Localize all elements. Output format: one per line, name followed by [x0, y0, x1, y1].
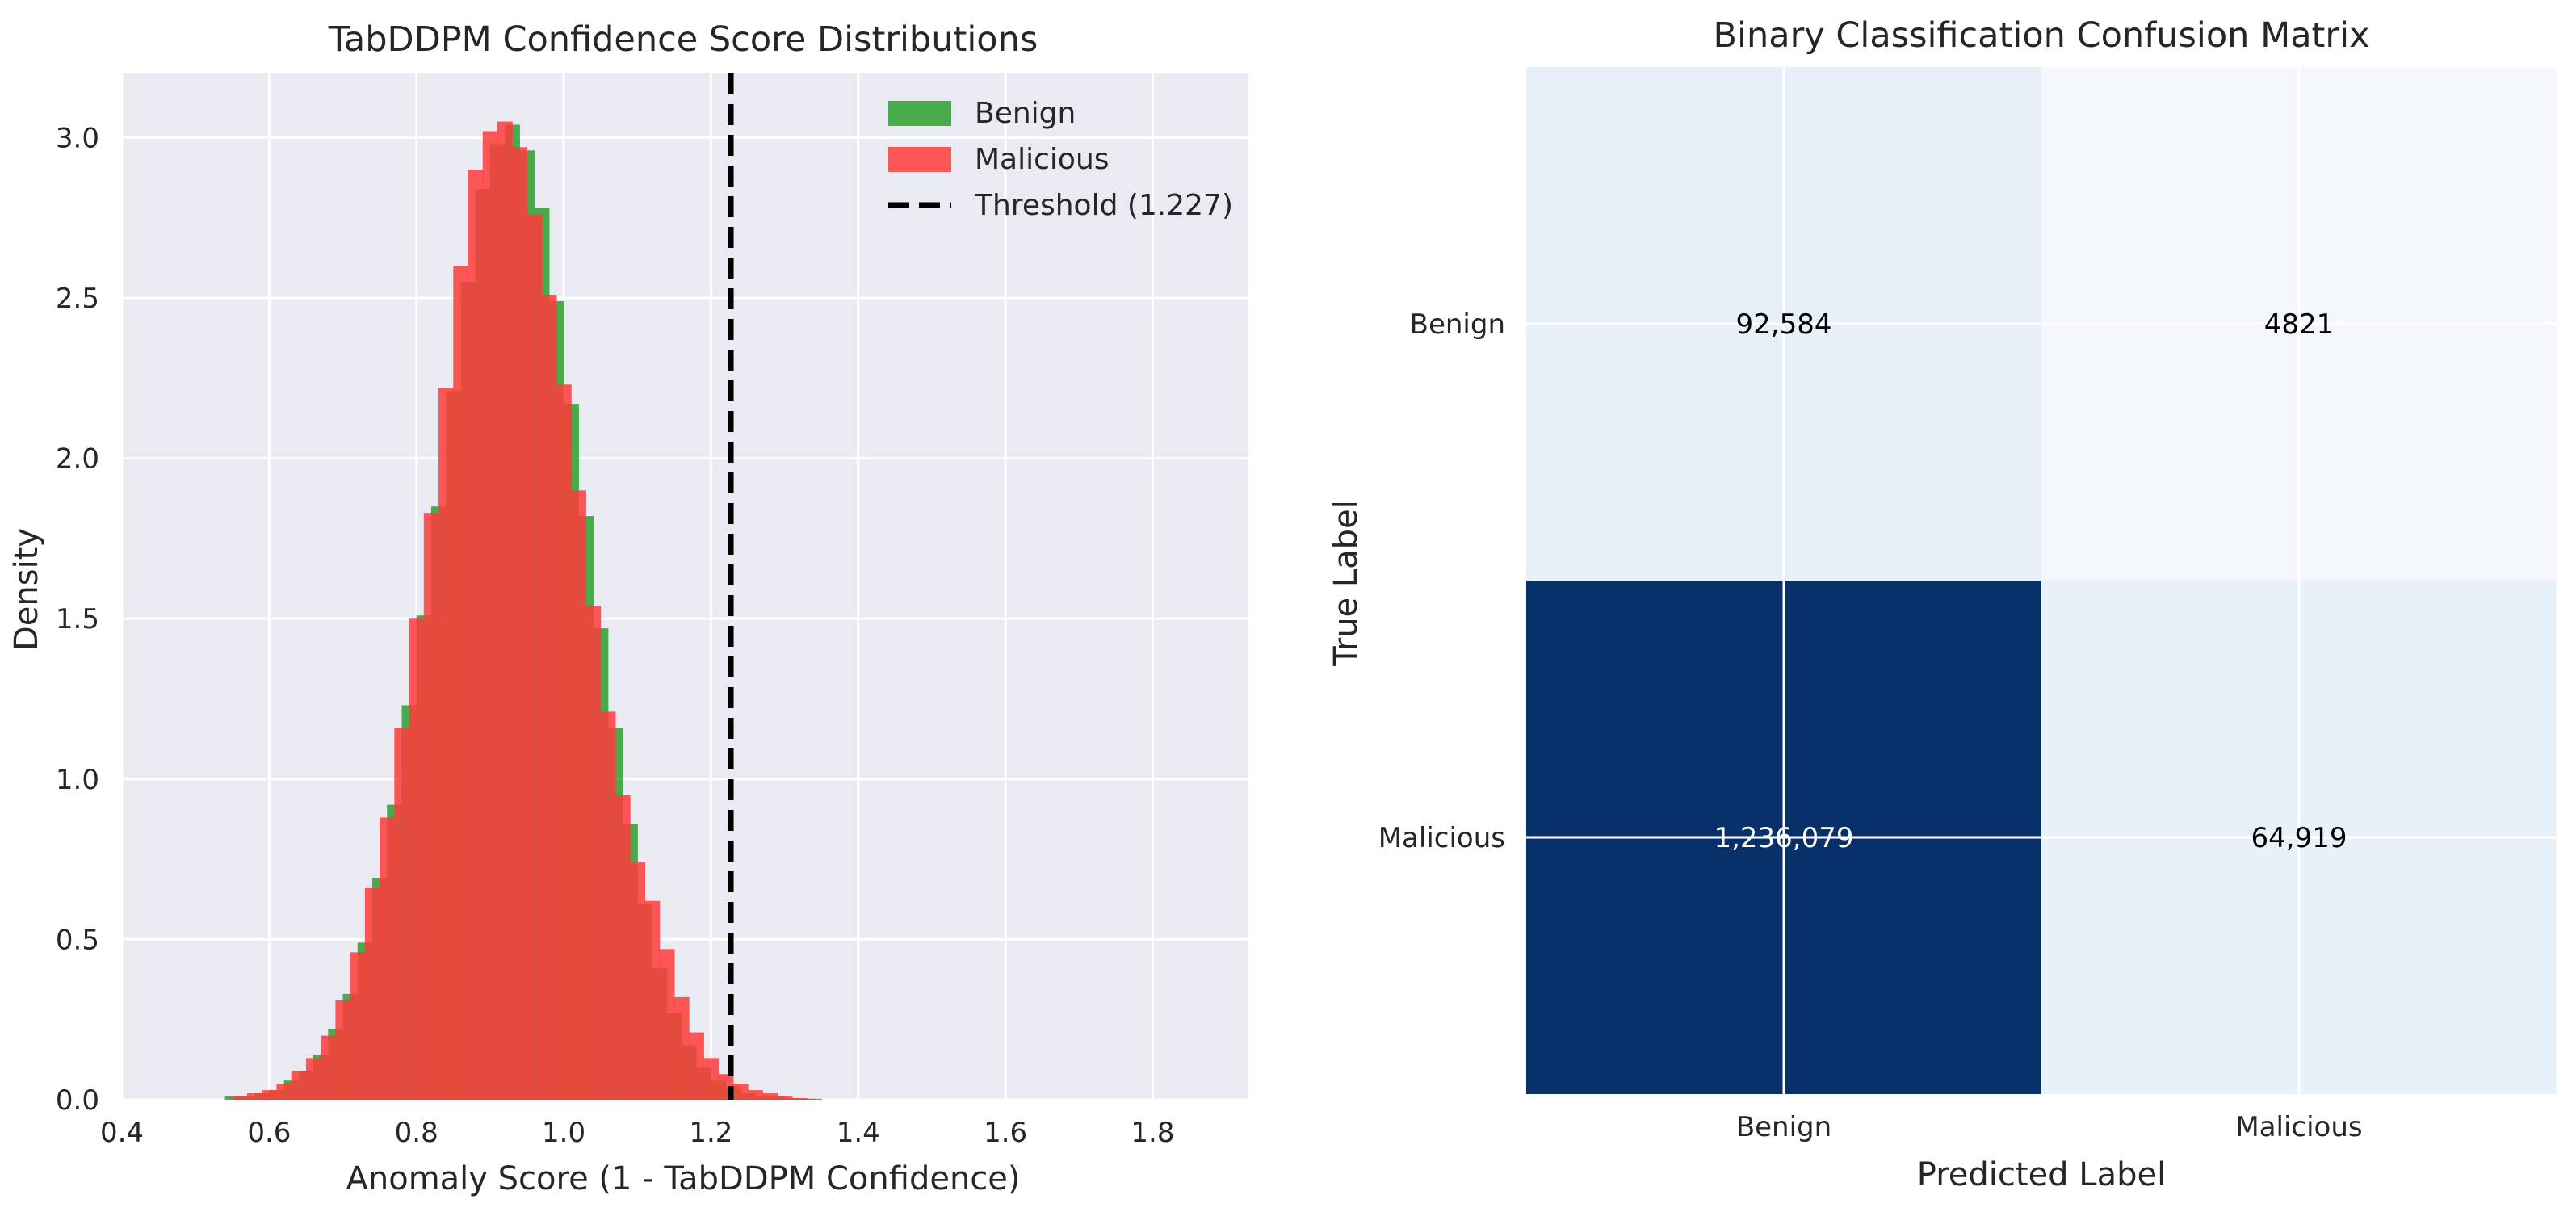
histogram-y-ticks: 0.0 0.5 1.0 1.5 2.0 2.5 3.0	[56, 122, 99, 1117]
legend-label-benign: Benign	[975, 97, 1076, 130]
matrix-grid	[1526, 67, 2557, 1094]
malicious-bar	[380, 817, 395, 1100]
legend-swatch-malicious	[888, 147, 951, 172]
matrix-cells	[1526, 67, 2557, 1094]
malicious-bar	[732, 1084, 749, 1100]
matrix-x-tick-label: Benign	[1736, 1111, 1831, 1143]
malicious-bar	[571, 490, 587, 1100]
histogram-title: TabDDPM Confidence Score Distributions	[328, 19, 1038, 60]
y-tick-label: 2.0	[56, 443, 99, 476]
malicious-bar	[423, 513, 439, 1100]
malicious-bar	[409, 618, 425, 1100]
matrix-value: 4821	[2264, 308, 2335, 341]
malicious-bar	[262, 1090, 278, 1100]
malicious-bar	[305, 1058, 321, 1100]
y-tick-label: 0.5	[56, 924, 99, 956]
x-tick-label: 1.8	[1131, 1117, 1174, 1149]
malicious-bar	[600, 711, 616, 1100]
matrix-value: 92,584	[1736, 308, 1832, 341]
matrix-x-tick-label: Malicious	[2235, 1111, 2362, 1143]
malicious-bar	[512, 147, 528, 1100]
malicious-bar	[615, 795, 631, 1100]
malicious-bar	[468, 170, 484, 1100]
histogram-x-label: Anomaly Score (1 - TabDDPM Confidence)	[346, 1160, 1021, 1197]
malicious-bar	[364, 887, 380, 1100]
histogram-y-label: Density	[8, 528, 45, 651]
malicious-bar	[585, 606, 602, 1100]
x-tick-label: 0.4	[100, 1117, 144, 1149]
x-tick-label: 1.0	[542, 1117, 585, 1149]
histogram-chart: TabDDPM Confidence Score Distributions 0…	[8, 19, 1248, 1197]
malicious-bar	[232, 1096, 248, 1100]
malicious-bar	[497, 121, 513, 1100]
malicious-bar	[703, 1058, 720, 1100]
malicious-bar	[335, 1000, 351, 1100]
legend-label-threshold: Threshold (1.227)	[974, 189, 1233, 222]
histogram-x-ticks: 0.4 0.6 0.8 1.0 1.2 1.4 1.6 1.8	[100, 1117, 1175, 1149]
matrix-title: Binary Classification Confusion Matrix	[1714, 15, 2370, 56]
malicious-bar	[556, 384, 572, 1101]
malicious-bar	[791, 1098, 808, 1100]
matrix-x-ticks: Benign Malicious	[1736, 1111, 2363, 1143]
x-tick-label: 1.2	[689, 1117, 732, 1149]
malicious-bar	[659, 949, 675, 1100]
matrix-value: 1,236,079	[1714, 822, 1853, 854]
x-tick-label: 1.6	[984, 1117, 1027, 1149]
x-tick-label: 1.4	[837, 1117, 880, 1149]
malicious-bars	[232, 121, 822, 1101]
malicious-bar	[291, 1071, 307, 1100]
histogram-plot-area	[122, 73, 1248, 1100]
legend-swatch-benign	[888, 101, 951, 126]
matrix-values: 92,584 4821 1,236,079 64,919	[1714, 308, 2347, 854]
matrix-x-label: Predicted Label	[1917, 1156, 2166, 1193]
malicious-bar	[644, 900, 661, 1100]
legend-label-malicious: Malicious	[975, 143, 1110, 176]
malicious-bar	[276, 1084, 292, 1100]
histogram-legend: Benign Malicious Threshold (1.227)	[888, 97, 1233, 222]
histogram-grid	[120, 73, 1248, 1101]
x-tick-label: 0.6	[247, 1117, 291, 1149]
malicious-bar	[541, 295, 557, 1100]
malicious-bar	[394, 728, 410, 1100]
malicious-bar	[321, 1035, 337, 1100]
malicious-bar	[689, 1032, 704, 1100]
y-tick-label: 3.0	[56, 122, 99, 154]
malicious-bar	[438, 388, 454, 1100]
malicious-bar	[247, 1093, 262, 1100]
x-tick-label: 0.8	[395, 1117, 438, 1149]
malicious-bar	[673, 996, 690, 1100]
confusion-matrix-chart: Binary Classification Confusion Matrix 9…	[1328, 15, 2557, 1193]
malicious-bar	[806, 1098, 822, 1100]
malicious-bar	[777, 1096, 793, 1100]
malicious-bar	[350, 952, 366, 1100]
malicious-bar	[630, 862, 645, 1100]
y-tick-label: 0.0	[56, 1084, 99, 1117]
malicious-bar	[748, 1090, 763, 1100]
y-tick-label: 1.0	[56, 764, 99, 796]
matrix-y-tick-label: Benign	[1410, 308, 1505, 341]
malicious-bar	[762, 1093, 778, 1100]
matrix-value: 64,919	[2251, 822, 2347, 854]
matrix-y-ticks: Benign Malicious	[1378, 308, 1505, 854]
matrix-y-tick-label: Malicious	[1378, 822, 1505, 854]
y-tick-label: 2.5	[56, 283, 99, 315]
malicious-bar	[527, 214, 543, 1101]
malicious-bar	[482, 131, 498, 1100]
matrix-y-label: True Label	[1328, 500, 1365, 667]
malicious-bar	[453, 266, 469, 1100]
y-tick-label: 1.5	[56, 603, 99, 635]
